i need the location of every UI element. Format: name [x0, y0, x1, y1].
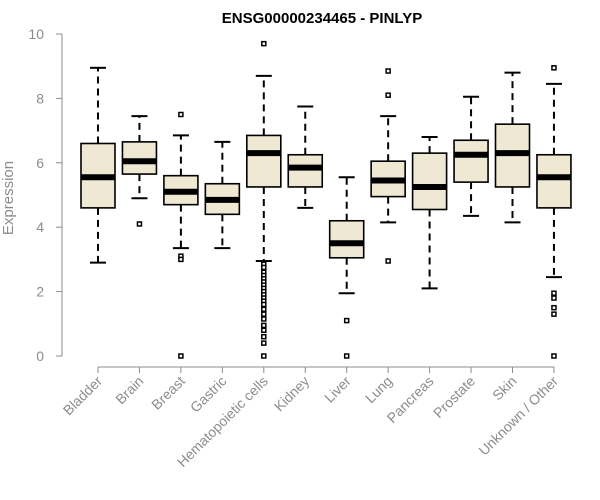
outlier-point	[551, 295, 557, 301]
y-tick-label: 10	[28, 26, 44, 42]
iqr-box	[453, 139, 489, 183]
iqr-box	[246, 134, 282, 188]
outlier-point	[136, 221, 143, 227]
box-gastric	[204, 140, 241, 250]
box-breast	[163, 111, 199, 359]
x-tick-label: Breast	[148, 373, 188, 413]
outlier-point	[343, 317, 350, 324]
box-liver	[328, 176, 365, 359]
outlier-point	[178, 256, 184, 263]
outlier-point	[261, 316, 267, 322]
outlier-point	[385, 92, 391, 98]
box-prostate	[453, 95, 489, 217]
box-bladder	[80, 66, 116, 264]
y-tick-label: 2	[36, 284, 44, 300]
outlier-point	[551, 353, 557, 359]
outlier-point	[261, 322, 267, 329]
outlier-point	[261, 40, 267, 47]
box-unknown-other	[536, 65, 572, 359]
outlier-point	[261, 311, 267, 317]
box-hematopoietic-cells	[246, 40, 282, 359]
x-tick-label: Brain	[112, 373, 146, 407]
outlier-point	[261, 301, 267, 308]
y-axis-label: Expression	[0, 161, 17, 235]
x-tick-label: Liver	[321, 373, 354, 406]
box-skin	[494, 71, 531, 224]
outlier-point	[551, 65, 557, 71]
outlier-point	[551, 290, 557, 296]
iqr-box	[411, 152, 448, 211]
iqr-box	[121, 141, 158, 175]
chart-title: ENSG00000234465 - PINLYP	[222, 10, 422, 27]
outlier-point	[551, 311, 557, 317]
y-tick-label: 0	[36, 348, 44, 364]
iqr-box	[328, 219, 365, 259]
outlier-point	[385, 258, 391, 264]
x-tick-label: Bladder	[60, 373, 106, 419]
outlier-point	[178, 111, 184, 118]
x-tick-label: Kidney	[271, 373, 313, 415]
y-axis: 0 2 4 6 8 10	[28, 26, 63, 364]
outlier-point	[551, 304, 557, 311]
iqr-box	[536, 153, 572, 209]
outlier-point	[261, 353, 267, 359]
outlier-point	[178, 353, 184, 359]
box-brain	[121, 115, 158, 227]
iqr-box	[287, 153, 324, 188]
outlier-point	[261, 327, 267, 333]
outlier-point	[385, 68, 391, 74]
y-tick-label: 6	[36, 155, 44, 171]
boxes-group	[80, 40, 572, 359]
outlier-point	[261, 306, 267, 313]
x-tick-label: Unknown / Other	[475, 373, 561, 459]
outlier-point	[261, 340, 267, 346]
box-lung	[370, 68, 406, 264]
y-tick-label: 4	[36, 219, 44, 235]
box-kidney	[287, 105, 324, 209]
box-pancreas	[411, 136, 448, 290]
x-tick-label: Lung	[362, 373, 395, 406]
outlier-point	[343, 353, 350, 359]
outlier-point	[261, 333, 267, 340]
x-tick-label: Skin	[489, 373, 520, 404]
x-tick-label: Prostate	[430, 373, 478, 421]
y-tick-label: 8	[36, 90, 44, 106]
outlier-point	[261, 264, 267, 271]
